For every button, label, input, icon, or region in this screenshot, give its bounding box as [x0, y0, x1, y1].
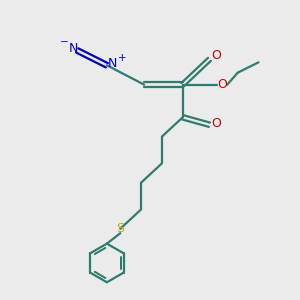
Text: O: O [211, 117, 221, 130]
Text: N: N [69, 42, 78, 56]
Text: +: + [118, 53, 127, 63]
Text: N: N [108, 57, 117, 70]
Text: −: − [60, 37, 69, 47]
Text: O: O [217, 78, 227, 91]
Text: S: S [116, 222, 124, 235]
Text: O: O [211, 49, 221, 62]
